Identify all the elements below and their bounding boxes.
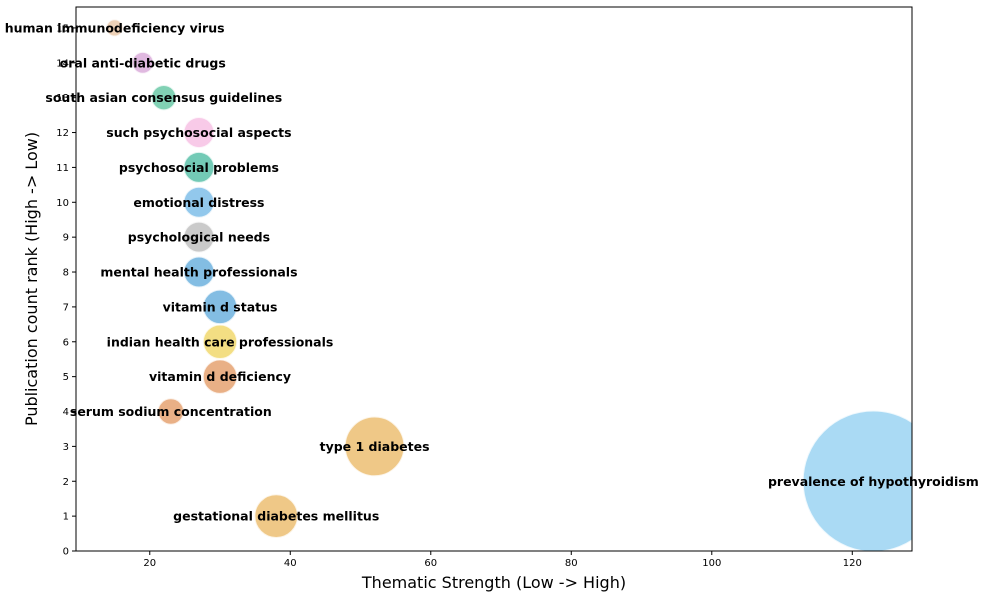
bubble	[156, 397, 186, 426]
bubble	[182, 150, 216, 184]
bubble	[801, 409, 912, 551]
bubble-label: serum sodium concentration	[70, 404, 272, 419]
bubble-label: human immunodeficiency virus	[5, 20, 225, 35]
y-tick-label: 5	[63, 372, 69, 383]
bubble-label: emotional distress	[133, 195, 264, 210]
bubble-label-layer: prevalence of hypothyroidism gestational …	[5, 20, 979, 523]
y-tick-label: 12	[56, 128, 69, 139]
x-tick-label: 60	[424, 558, 437, 569]
bubble-label: such psychosocial aspects	[106, 125, 291, 140]
bubble-label: vitamin d status	[163, 299, 278, 314]
y-tick-label: 14	[56, 58, 69, 69]
bubble-label: gestational diabetes mellitus	[173, 509, 379, 524]
x-tick-label: 100	[702, 558, 721, 569]
bubble	[182, 116, 216, 150]
y-tick-label: 13	[56, 93, 69, 104]
y-tick-label: 0	[63, 547, 69, 558]
y-tick-label: 8	[63, 268, 69, 279]
bubble	[343, 415, 406, 478]
x-axis: 20 40 60 80 100 120	[143, 551, 862, 569]
x-axis-title: Thematic Strength (Low -> High)	[361, 573, 626, 592]
y-tick-label: 15	[56, 23, 69, 34]
y-tick-label: 3	[63, 442, 69, 453]
bubble-label: south asian consensus guidelines	[45, 90, 282, 105]
bubble-label: indian health care professionals	[107, 334, 334, 349]
y-tick-label: 6	[63, 337, 69, 348]
bubble	[182, 255, 216, 289]
x-tick-label: 80	[565, 558, 578, 569]
y-tick-label: 9	[63, 233, 69, 244]
bubble	[201, 288, 239, 326]
y-tick-label: 11	[56, 163, 69, 174]
bubble	[150, 84, 178, 112]
y-tick-label: 10	[56, 198, 69, 209]
bubble-label: type 1 diabetes	[320, 439, 430, 454]
x-tick-label: 40	[284, 558, 297, 569]
y-tick-label: 4	[63, 407, 69, 418]
y-tick-label: 2	[63, 477, 69, 488]
bubble-label: psychological needs	[128, 230, 270, 245]
x-tick-label: 120	[843, 558, 862, 569]
y-tick-label: 1	[63, 512, 69, 523]
bubble-label: mental health professionals	[100, 265, 297, 280]
bubble-label: vitamin d deficiency	[149, 369, 291, 384]
bubble-layer	[105, 18, 912, 551]
bubble-label: prevalence of hypothyroidism	[768, 474, 979, 489]
bubble	[253, 493, 300, 539]
y-tick-label: 7	[63, 302, 69, 313]
x-tick-label: 20	[143, 558, 156, 569]
bubble	[182, 220, 216, 254]
bubble	[182, 185, 216, 219]
y-axis-title: Publication count rank (High -> Low)	[22, 132, 41, 426]
bubble	[130, 50, 155, 75]
bubble-label: oral anti-diabetic drugs	[60, 55, 226, 70]
bubble-label: psychosocial problems	[119, 160, 279, 175]
plot-frame	[75, 6, 913, 552]
bubble	[105, 18, 125, 38]
